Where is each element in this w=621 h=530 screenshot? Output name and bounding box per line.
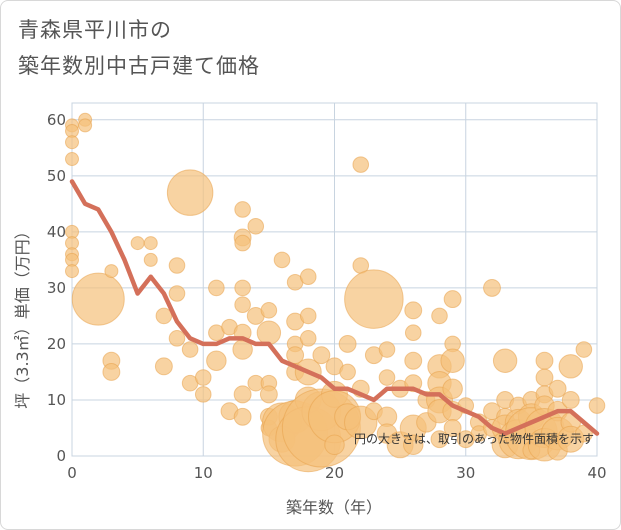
bubble-point-37 — [234, 296, 251, 314]
bubble-point-16 — [143, 236, 158, 251]
bubble-point-27 — [194, 386, 212, 403]
chart-title-line-1: 青森県平川市の — [18, 18, 172, 42]
bubble-point-41 — [233, 407, 252, 426]
bubble-point-28 — [208, 279, 225, 297]
bubble-point-90 — [404, 301, 423, 320]
bubble-point-140 — [561, 391, 580, 409]
bubble-point-77 — [352, 156, 370, 173]
bubble-point-129 — [535, 351, 554, 370]
y-tick-label-4: 40 — [47, 223, 66, 241]
bubble-point-18 — [155, 307, 173, 325]
trend-line — [69, 179, 600, 436]
trend-layer — [69, 179, 600, 436]
bubble-point-73 — [324, 434, 345, 456]
bubble-point-17 — [143, 252, 158, 267]
bubble-point-107 — [442, 378, 463, 400]
bubble-point-24 — [181, 341, 199, 358]
bubble-point-114 — [483, 278, 501, 297]
y-tick-label-2: 20 — [47, 335, 66, 353]
bubble-point-135 — [548, 379, 567, 398]
bubble-point-145 — [588, 397, 606, 414]
bubble-point-117 — [492, 348, 518, 373]
bubble-point-36 — [234, 279, 251, 297]
bubble-point-109 — [443, 419, 462, 437]
x-tick-label-1: 10 — [194, 464, 213, 482]
bubble-point-62 — [299, 307, 317, 325]
bubble-point-103 — [430, 430, 449, 449]
bubble-point-92 — [404, 351, 423, 370]
bubble-point-104 — [443, 290, 462, 309]
bubble-point-8 — [65, 264, 79, 279]
bubble-point-75 — [339, 363, 356, 381]
bubble-point-81 — [344, 269, 404, 329]
x-axis-label: 築年数（年） — [286, 498, 382, 517]
bubble-point-40 — [233, 385, 252, 404]
chart-title-line-2: 築年数別中古戸建て価格 — [18, 54, 260, 78]
x-tick-label-2: 20 — [325, 464, 344, 482]
bubble-point-12 — [104, 264, 119, 279]
bubble-point-48 — [259, 385, 278, 404]
bubble-point-3 — [65, 152, 79, 167]
x-tick-label-0: 0 — [67, 464, 77, 482]
y-tick-label-0: 0 — [56, 447, 66, 465]
annotation: 円の大きさは、取引のあった物件面積を示す — [354, 431, 594, 446]
bubble-point-33 — [234, 201, 251, 218]
bubble-point-26 — [194, 369, 212, 386]
bubble-point-95 — [403, 434, 424, 456]
bubble-point-2 — [65, 135, 79, 150]
bubble-point-139 — [558, 354, 583, 379]
bubble-point-20 — [168, 257, 186, 274]
y-tick-label-5: 50 — [47, 167, 66, 185]
bubble-point-91 — [404, 324, 422, 342]
bubble-point-46 — [256, 320, 282, 345]
bubble-point-10 — [78, 118, 93, 133]
bubble-point-51 — [273, 251, 291, 269]
x-tick-label-3: 30 — [456, 464, 475, 482]
bubble-point-14 — [102, 363, 121, 381]
bubble-point-106 — [440, 348, 465, 373]
bubble-point-61 — [299, 268, 317, 285]
x-tick-label-4: 40 — [587, 464, 606, 482]
bubble-point-85 — [378, 369, 396, 386]
bubble-point-21 — [168, 285, 186, 302]
chart-title: 青森県平川市の 築年数別中古戸建て価格 — [18, 12, 260, 84]
y-tick-label-1: 10 — [47, 391, 66, 409]
bubble-point-23 — [166, 169, 214, 216]
bubble-point-143 — [575, 341, 593, 358]
bubble-point-98 — [431, 307, 448, 325]
bubble-point-74 — [338, 334, 357, 353]
tick-layer: 0 10 20 30 40 0 10 20 30 40 50 60 — [47, 111, 607, 482]
y-axis-label: 坪（3.3㎡）単価（万円） — [13, 223, 32, 408]
y-tick-label-6: 60 — [47, 111, 66, 129]
y-tick-label-3: 30 — [47, 279, 66, 297]
bubble-point-11 — [71, 272, 125, 326]
bubble-point-84 — [378, 341, 396, 358]
bubble-point-35 — [234, 234, 251, 252]
bubble-point-30 — [206, 350, 227, 371]
bubble-point-19 — [154, 357, 173, 376]
bubble-point-45 — [260, 302, 278, 319]
bubble-layer — [65, 112, 606, 473]
bubble-point-15 — [130, 236, 145, 251]
bubble-point-22 — [168, 330, 186, 347]
bubble-point-67 — [312, 346, 331, 365]
bubble-point-63 — [299, 330, 317, 347]
bubble-point-42 — [247, 217, 265, 235]
